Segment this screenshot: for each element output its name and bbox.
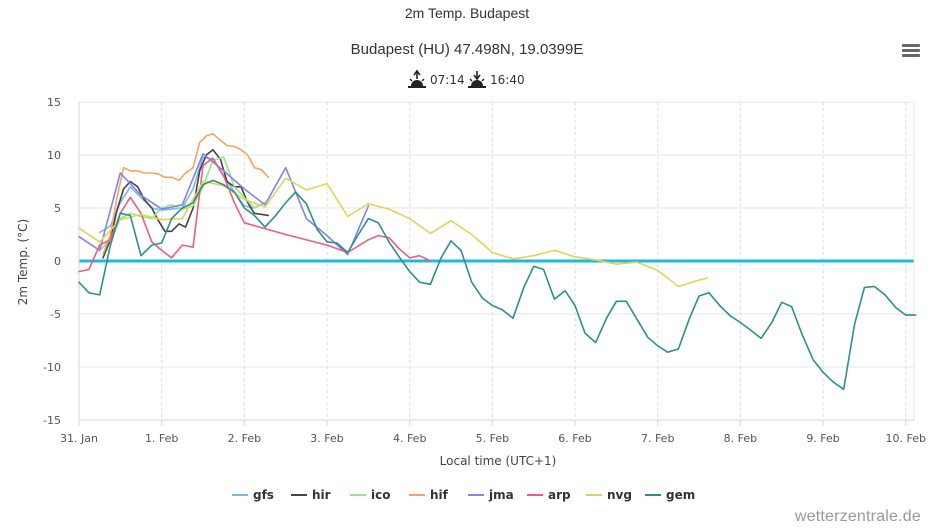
axes: 15 10 5 0 -5 -10 -15 31. Jan 1. Feb 2. Feb 3. Feb 4…: [43, 96, 926, 445]
legend-item-gem[interactable]: gem: [645, 488, 695, 502]
legend-label: gfs: [253, 488, 274, 502]
legend-item-hif[interactable]: hif: [409, 488, 449, 502]
sunset-icon: [468, 71, 486, 88]
y-tick-label: 5: [54, 202, 61, 215]
legend-label: jma: [488, 488, 514, 502]
x-tick-label: 7. Feb: [641, 432, 674, 445]
y-tick-label: 10: [47, 149, 61, 162]
x-axis-title: Local time (UTC+1): [440, 454, 557, 468]
y-tick-label: 15: [47, 96, 61, 109]
legend-item-nvg[interactable]: nvg: [586, 488, 632, 502]
legend-label: hir: [312, 488, 331, 502]
hamburger-menu-icon: [902, 44, 920, 47]
series-line-jma[interactable]: [78, 153, 370, 256]
series-line-hif[interactable]: [102, 133, 270, 256]
series-line-nvg[interactable]: [78, 177, 709, 288]
x-tick-label: 3. Feb: [310, 432, 343, 445]
y-tick-label: 0: [54, 255, 61, 268]
legend-item-jma[interactable]: jma: [468, 488, 514, 502]
y-tick-label: -15: [43, 414, 61, 427]
legend: gfs hir ico hif jma arp nvg gem: [232, 488, 695, 502]
x-tick-label: 1. Feb: [145, 432, 178, 445]
legend-label: nvg: [607, 488, 632, 502]
x-tick-label: 4. Feb: [393, 432, 426, 445]
x-tick-label: 31. Jan: [60, 432, 98, 445]
chart-title: 2m Temp. Budapest: [405, 5, 529, 21]
chart-menu-button[interactable]: [898, 42, 924, 64]
x-tick-label: 5. Feb: [476, 432, 509, 445]
x-tick-label: 9. Feb: [806, 432, 839, 445]
legend-label: arp: [548, 488, 571, 502]
x-tick-label: 6. Feb: [558, 432, 591, 445]
x-tick-label: 2. Feb: [228, 432, 261, 445]
legend-label: hif: [430, 488, 449, 502]
legend-label: gem: [666, 488, 695, 502]
sun-times: 07:14 16:40: [408, 69, 525, 88]
sunrise-time: 07:14: [430, 73, 465, 87]
legend-item-arp[interactable]: arp: [527, 488, 571, 502]
legend-item-hir[interactable]: hir: [291, 488, 331, 502]
x-tick-label: 10. Feb: [885, 432, 925, 445]
sunrise-icon: [408, 69, 426, 88]
legend-item-gfs[interactable]: gfs: [232, 488, 274, 502]
series-line-gem[interactable]: [78, 179, 917, 391]
series-lines: [78, 133, 917, 391]
chart-subtitle: Budapest (HU) 47.498N, 19.0399E: [351, 41, 584, 58]
y-tick-label: -10: [43, 361, 61, 374]
sunset-time: 16:40: [490, 73, 525, 87]
legend-item-ico[interactable]: ico: [350, 488, 390, 502]
legend-label: ico: [371, 488, 390, 502]
grid: [78, 101, 914, 421]
y-tick-label: -5: [50, 308, 61, 321]
y-axis-title: 2m Temp. (°C): [16, 219, 30, 306]
credit-text: wetterzentrale.de: [794, 508, 921, 525]
x-tick-label: 8. Feb: [724, 432, 757, 445]
